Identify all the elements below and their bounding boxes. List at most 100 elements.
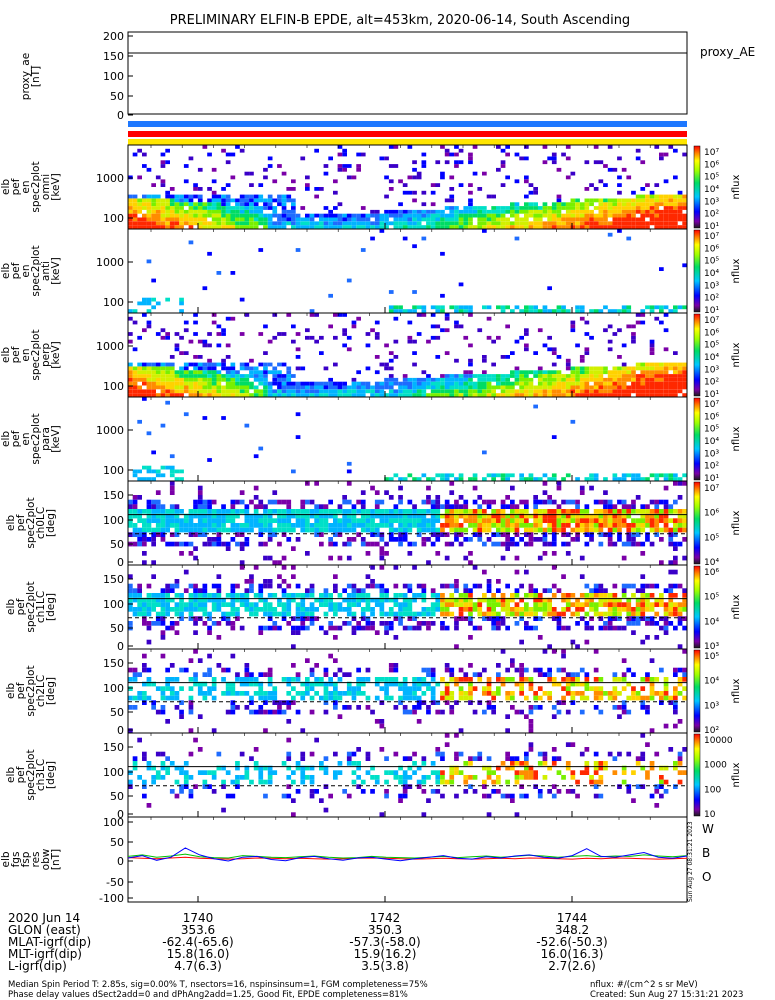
heatmap-cell: [682, 393, 687, 397]
heatmap-cell: [165, 756, 170, 761]
heatmap-cell: [398, 793, 403, 799]
heatmap-cell: [491, 393, 496, 397]
heatmap-cell: [393, 667, 399, 673]
heatmap-cell: [640, 597, 646, 603]
heatmap-cell: [160, 366, 166, 371]
heatmap-cell: [482, 616, 487, 621]
heatmap-cell: [244, 593, 250, 598]
heatmap-cell: [440, 171, 445, 176]
heatmap-cell: [216, 225, 222, 229]
heatmap-cell: [179, 469, 184, 474]
heatmap-cell: [663, 518, 669, 523]
heatmap-cell: [491, 541, 496, 547]
heatmap-cell: [221, 416, 226, 420]
y-tick-label: 0: [117, 640, 124, 653]
heatmap-cell: [277, 374, 282, 378]
heatmap-cell: [458, 509, 464, 514]
heatmap-cell: [444, 513, 450, 519]
heatmap-cell: [300, 770, 306, 775]
heatmap-cell: [477, 611, 483, 617]
heatmap-cell: [253, 194, 259, 199]
heatmap-cell: [295, 677, 301, 682]
heatmap-cell: [537, 616, 543, 621]
heatmap-cell: [300, 593, 306, 598]
heatmap-cell: [337, 313, 343, 317]
heatmap-cell: [430, 621, 436, 626]
heatmap-cell: [216, 370, 222, 375]
heatmap-cell: [146, 621, 152, 626]
heatmap-cell: [626, 217, 632, 222]
heatmap-cell: [663, 630, 669, 635]
heatmap-cell: [132, 607, 138, 612]
heatmap-cell: [142, 756, 147, 761]
heatmap-cell: [524, 569, 529, 575]
heatmap-cell: [132, 667, 138, 673]
heatmap-cell: [421, 509, 427, 514]
heatmap-cell: [193, 509, 198, 514]
heatmap-cell: [309, 509, 315, 514]
heatmap-cell: [179, 477, 184, 481]
heatmap-cell: [309, 593, 315, 598]
heatmap-cell: [188, 583, 194, 589]
heatmap-cell: [360, 518, 366, 523]
heatmap-cell: [160, 328, 166, 333]
heatmap-cell: [654, 523, 660, 528]
heatmap-cell: [146, 611, 152, 617]
heatmap-cell: [426, 495, 431, 500]
heatmap-cell: [659, 194, 664, 199]
heatmap-cell: [505, 714, 510, 719]
heatmap-cell: [556, 221, 562, 226]
heatmap-cell: [645, 213, 650, 218]
heatmap-cell: [659, 198, 664, 203]
heatmap-cell: [458, 541, 464, 547]
heatmap-cell: [640, 504, 646, 509]
heatmap-cell: [151, 202, 156, 207]
ylabel-word: en: [20, 348, 32, 361]
heatmap-cell: [426, 477, 431, 481]
heatmap-cell: [328, 593, 333, 598]
heatmap-cell: [659, 499, 664, 505]
heatmap-cell: [174, 477, 180, 481]
heatmap-cell: [514, 709, 520, 715]
heatmap-cell: [402, 602, 408, 607]
heatmap-cell: [295, 523, 301, 528]
heatmap-cell: [333, 658, 338, 663]
heatmap-cell: [202, 374, 208, 378]
heatmap-cell: [165, 393, 170, 397]
heatmap-cell: [556, 485, 562, 491]
heatmap-cell: [272, 313, 278, 317]
heatmap-cell: [598, 179, 604, 184]
heatmap-cell: [603, 183, 608, 187]
heatmap-cell: [640, 611, 646, 617]
heatmap-cell: [244, 198, 250, 203]
heatmap-cell: [267, 339, 273, 344]
heatmap-cell: [197, 593, 203, 598]
heatmap-cell: [421, 677, 427, 682]
heatmap-cell: [454, 309, 459, 313]
heatmap-cell: [491, 625, 496, 631]
heatmap-cell: [323, 393, 329, 397]
heatmap-cell: [211, 381, 217, 386]
heatmap-cell: [551, 309, 557, 313]
heatmap-cell: [570, 328, 576, 333]
heatmap-cell: [407, 499, 413, 505]
heatmap-cell: [533, 504, 538, 509]
heatmap-cell: [314, 513, 319, 519]
heatmap-cell: [593, 527, 599, 533]
heatmap-cell: [621, 504, 627, 509]
heatmap-cell: [654, 513, 660, 519]
heatmap-cell: [416, 305, 422, 310]
heatmap-cell: [346, 175, 352, 180]
heatmap-cell: [570, 171, 576, 176]
heatmap-cell: [179, 667, 184, 673]
heatmap-cell: [230, 316, 236, 321]
heatmap-cell: [435, 513, 441, 519]
heatmap-cell: [458, 374, 464, 378]
heatmap-cell: [346, 751, 352, 757]
heatmap-cell: [155, 206, 161, 210]
heatmap-cell: [677, 667, 683, 673]
heatmap-cell: [314, 789, 319, 794]
heatmap-cell: [668, 374, 674, 378]
heatmap-cell: [263, 213, 268, 218]
heatmap-cell: [183, 194, 189, 199]
